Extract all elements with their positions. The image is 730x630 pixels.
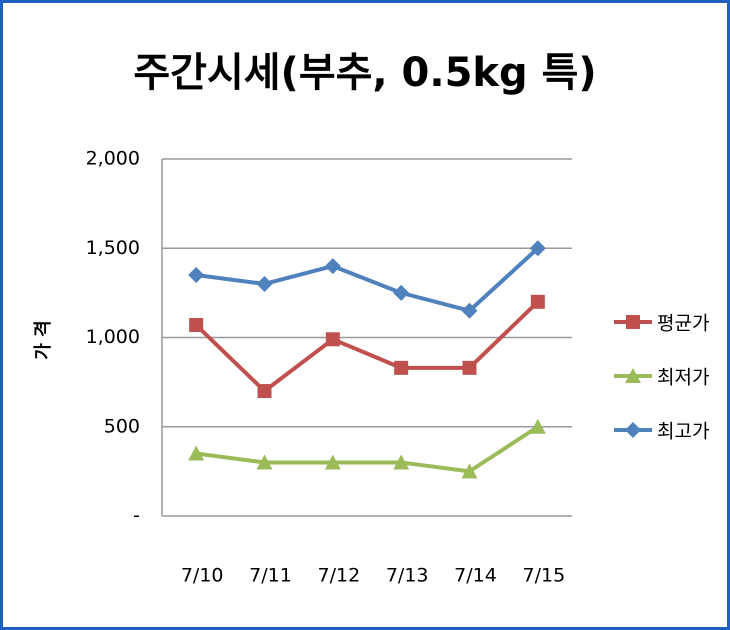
series-line — [195, 246, 540, 313]
point-marker — [462, 360, 477, 375]
x-tick-label: 7/13 — [386, 565, 429, 587]
point-marker — [529, 240, 546, 257]
point-marker — [461, 302, 478, 319]
legend-marker — [626, 315, 640, 329]
legend-marker — [625, 368, 641, 383]
x-tick-label: 7/11 — [249, 565, 292, 587]
x-tick-label: 7/14 — [454, 565, 497, 587]
y-tick-label: 2,000 — [86, 148, 140, 170]
point-marker — [256, 454, 273, 470]
y-tick-label: - — [133, 505, 140, 527]
y-axis-label: 가 격 — [33, 320, 54, 359]
point-marker — [393, 454, 410, 470]
point-marker — [394, 360, 409, 375]
legend-label: 최저가 — [657, 367, 709, 389]
y-tick-label: 500 — [104, 415, 140, 437]
series-line — [195, 425, 539, 474]
point-marker — [189, 318, 204, 333]
point-marker — [256, 275, 273, 292]
point-marker — [257, 384, 272, 399]
point-marker — [324, 258, 341, 275]
point-marker — [188, 267, 205, 284]
x-tick-label: 7/10 — [181, 565, 224, 587]
point-marker — [188, 445, 205, 461]
chart-title: 주간시세(부추, 0.5kg 특) — [133, 50, 596, 96]
series-line — [194, 300, 540, 394]
y-tick-label: 1,000 — [86, 326, 140, 348]
legend-label: 평균가 — [657, 313, 709, 335]
point-marker — [324, 454, 341, 470]
legend-marker — [625, 422, 641, 438]
point-marker — [461, 463, 478, 479]
point-marker — [325, 332, 340, 347]
point-marker — [530, 294, 545, 309]
x-tick-label: 7/12 — [317, 565, 360, 587]
legend-label: 최고가 — [657, 421, 709, 443]
point-marker — [529, 418, 546, 434]
point-marker — [393, 284, 410, 301]
y-tick-label: 1,500 — [86, 237, 140, 259]
x-tick-label: 7/15 — [522, 565, 565, 587]
